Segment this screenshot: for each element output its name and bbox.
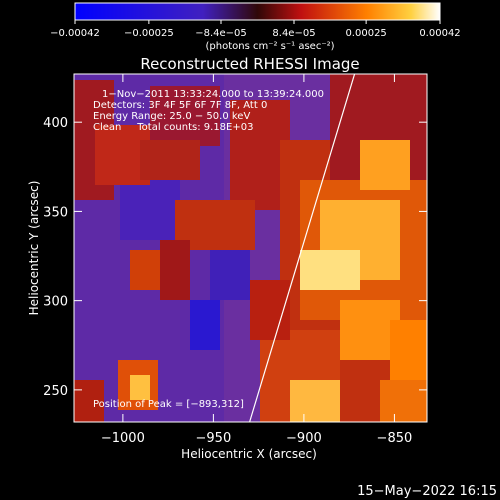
heatmap-image xyxy=(74,74,427,422)
x-tick-label: −900 xyxy=(286,431,322,446)
y-tick-label: 300 xyxy=(43,295,68,310)
solar-limb-line xyxy=(249,74,356,422)
plot-frame xyxy=(73,73,428,423)
x-tick-label: −1000 xyxy=(101,431,145,446)
chart-title: Reconstructed RHESSI Image xyxy=(140,55,359,73)
x-tick-label: −950 xyxy=(196,431,232,446)
y-axis-label: Heliocentric Y (arcsec) xyxy=(27,181,41,316)
x-tick-label: −850 xyxy=(377,431,413,446)
colorbar-tick-label: −0.00042 xyxy=(50,28,100,39)
colorbar-tick-label: 0.00025 xyxy=(345,28,386,39)
footer-date: 15−May−2022 16:15 xyxy=(357,484,497,499)
y-axis: 250 300 350 400 xyxy=(43,116,427,399)
colorbar-tick-label: −0.00025 xyxy=(124,28,174,39)
annotation-energy-range: Energy Range: 25.0 − 50.0 keV xyxy=(93,111,250,122)
y-tick-label: 400 xyxy=(43,116,68,131)
y-tick-label: 350 xyxy=(43,205,68,220)
annotation-time-range: 1−Nov−2011 13:33:24.000 to 13:39:24.000 xyxy=(102,89,324,100)
colorbar-tick-label: 8.4e−05 xyxy=(272,28,315,39)
colorbar-tick-label: 0.00042 xyxy=(419,28,460,39)
peak-position-label: Position of Peak = [−893,312] xyxy=(93,399,244,410)
annotation-clean-counts: Clean Total counts: 9.18E+03 xyxy=(93,122,253,133)
colorbar-strip xyxy=(74,2,441,21)
plot-area: 1−Nov−2011 13:33:24.000 to 13:39:24.000 … xyxy=(43,73,428,446)
y-tick-label: 250 xyxy=(43,384,68,399)
x-axis: −1000 −950 −900 −850 xyxy=(101,74,412,446)
annotation-detectors: Detectors: 3F 4F 5F 6F 7F 8F, Att 0 xyxy=(93,100,267,111)
annotation-block: 1−Nov−2011 13:33:24.000 to 13:39:24.000 … xyxy=(93,89,324,133)
colorbar: −0.00042 −0.00025 −8.4e−05 8.4e−05 0.00025 0.… xyxy=(50,2,461,52)
x-axis-label: Heliocentric X (arcsec) xyxy=(181,447,317,461)
colorbar-tick-label: −8.4e−05 xyxy=(195,28,247,39)
colorbar-units: (photons cm⁻² s⁻¹ asec⁻²) xyxy=(205,41,334,52)
